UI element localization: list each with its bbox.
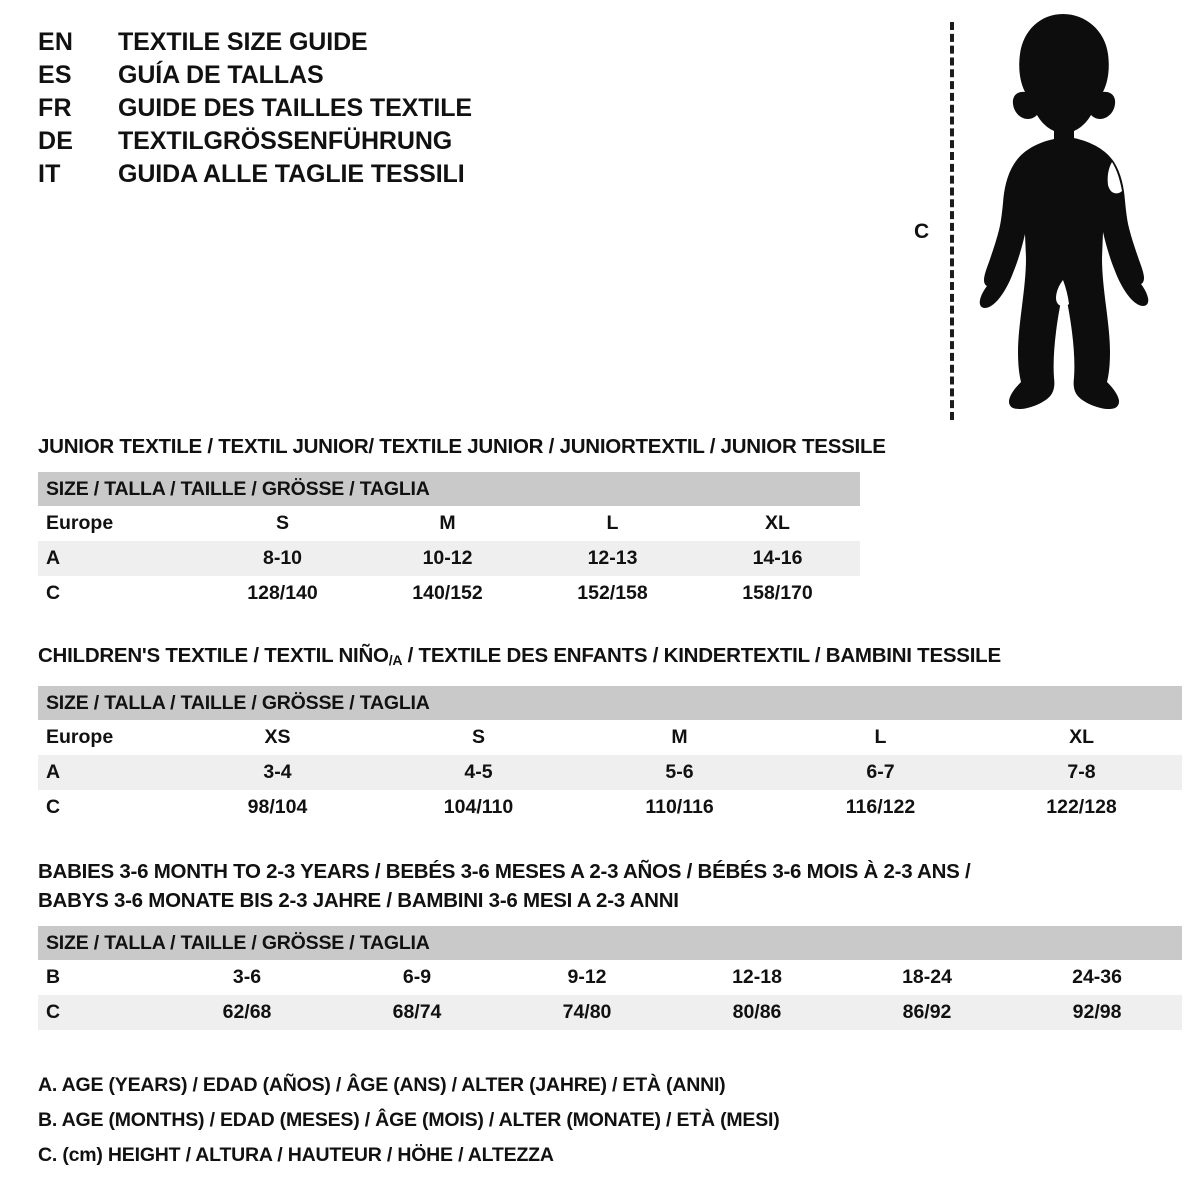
section-title-children-post: / TEXTILE DES ENFANTS / KINDERTEXTIL / B…: [402, 644, 1001, 667]
language-title-de: TEXTILGRÖSSENFÜHRUNG: [118, 127, 453, 155]
children-row-label-a: A: [38, 755, 177, 790]
babies-cell-b-1: 6-9: [332, 960, 502, 995]
children-size-bar-label: SIZE / TALLA / TAILLE / GRÖSSE / TAGLIA: [38, 686, 1183, 720]
babies-cell-b-5: 24-36: [1012, 960, 1183, 995]
junior-cell-europe-0: S: [200, 506, 365, 541]
children-cell-europe-3: L: [780, 720, 981, 755]
children-cell-a-3: 6-7: [780, 755, 981, 790]
babies-size-bar-label: SIZE / TALLA / TAILLE / GRÖSSE / TAGLIA: [38, 926, 1183, 960]
children-cell-c-1: 104/110: [378, 790, 579, 825]
junior-row-label-europe: Europe: [38, 506, 200, 541]
babies-cell-b-2: 9-12: [502, 960, 672, 995]
language-code-en: EN: [38, 28, 74, 56]
children-cell-europe-2: M: [579, 720, 780, 755]
table-row: A 3-4 4-5 5-6 6-7 7-8: [38, 755, 1183, 790]
legend-line-b: B. AGE (MONTHS) / EDAD (MESES) / ÂGE (MO…: [38, 1109, 780, 1131]
children-cell-europe-0: XS: [177, 720, 378, 755]
section-children-textile: CHILDREN'S TEXTILE / TEXTIL NIÑO/A / TEX…: [38, 641, 1183, 825]
table-row: Europe S M L XL: [38, 506, 860, 541]
section-title-babies-line2: BABYS 3-6 MONATE BIS 2-3 JAHRE / BAMBINI…: [38, 889, 679, 912]
language-code-fr: FR: [38, 94, 72, 122]
table-row: C 128/140 140/152 152/158 158/170: [38, 576, 860, 611]
language-code-de: DE: [38, 127, 74, 155]
junior-size-table: SIZE / TALLA / TAILLE / GRÖSSE / TAGLIA …: [38, 472, 860, 611]
babies-size-table: SIZE / TALLA / TAILLE / GRÖSSE / TAGLIA …: [38, 926, 1183, 1030]
children-row-label-europe: Europe: [38, 720, 177, 755]
language-title-it: GUIDA ALLE TAGLIE TESSILI: [118, 160, 465, 188]
language-code-it: IT: [38, 160, 61, 188]
children-cell-c-4: 122/128: [981, 790, 1183, 825]
language-row-it: IT GUIDA ALLE TAGLIE TESSILI: [38, 160, 598, 193]
junior-cell-europe-2: L: [530, 506, 695, 541]
children-cell-a-0: 3-4: [177, 755, 378, 790]
legend-line-a: A. AGE (YEARS) / EDAD (AÑOS) / ÂGE (ANS)…: [38, 1074, 726, 1096]
table-row: B 3-6 6-9 9-12 12-18 18-24 24-36: [38, 960, 1183, 995]
junior-row-label-a: A: [38, 541, 200, 576]
section-title-junior: JUNIOR TEXTILE / TEXTIL JUNIOR/ TEXTILE …: [38, 435, 886, 458]
children-cell-c-2: 110/116: [579, 790, 780, 825]
junior-cell-c-3: 158/170: [695, 576, 860, 611]
measurement-legend: A. AGE (YEARS) / EDAD (AÑOS) / ÂGE (ANS)…: [38, 1068, 780, 1173]
junior-cell-europe-1: M: [365, 506, 530, 541]
height-axis-label: C: [914, 220, 930, 243]
language-code-es: ES: [38, 61, 72, 89]
babies-cell-b-0: 3-6: [162, 960, 332, 995]
children-cell-europe-1: S: [378, 720, 579, 755]
children-cell-a-4: 7-8: [981, 755, 1183, 790]
height-dashed-line: [950, 22, 954, 420]
babies-cell-c-0: 62/68: [162, 995, 332, 1030]
children-cell-c-3: 116/122: [780, 790, 981, 825]
children-cell-europe-4: XL: [981, 720, 1183, 755]
language-row-fr: FR GUIDE DES TAILLES TEXTILE: [38, 94, 598, 127]
section-title-children: CHILDREN'S TEXTILE / TEXTIL NIÑO/A / TEX…: [38, 641, 1182, 675]
toddler-silhouette-icon: [979, 14, 1149, 410]
section-title-children-sub: /A: [388, 652, 403, 668]
language-row-de: DE TEXTILGRÖSSENFÜHRUNG: [38, 127, 598, 160]
babies-row-label-c: C: [38, 995, 162, 1030]
language-header-block: EN TEXTILE SIZE GUIDE ES GUÍA DE TALLAS …: [38, 28, 598, 193]
section-junior-textile: JUNIOR TEXTILE / TEXTIL JUNIOR/ TEXTILE …: [38, 432, 886, 611]
language-row-es: ES GUÍA DE TALLAS: [38, 61, 598, 94]
table-row: C 98/104 104/110 110/116 116/122 122/128: [38, 790, 1183, 825]
children-cell-a-2: 5-6: [579, 755, 780, 790]
children-row-label-c: C: [38, 790, 177, 825]
babies-cell-c-2: 74/80: [502, 995, 672, 1030]
language-title-es: GUÍA DE TALLAS: [118, 61, 324, 89]
junior-size-bar-label: SIZE / TALLA / TAILLE / GRÖSSE / TAGLIA: [38, 472, 860, 506]
section-title-children-pre: CHILDREN'S TEXTILE / TEXTIL NIÑO: [38, 644, 389, 667]
babies-cell-c-1: 68/74: [332, 995, 502, 1030]
legend-line-c: C. (cm) HEIGHT / ALTURA / HAUTEUR / HÖHE…: [38, 1144, 554, 1166]
junior-cell-c-0: 128/140: [200, 576, 365, 611]
junior-cell-a-0: 8-10: [200, 541, 365, 576]
babies-cell-b-3: 12-18: [672, 960, 842, 995]
language-title-en: TEXTILE SIZE GUIDE: [118, 28, 368, 56]
section-title-babies-line1: BABIES 3-6 MONTH TO 2-3 YEARS / BEBÉS 3-…: [38, 860, 971, 883]
language-title-fr: GUIDE DES TAILLES TEXTILE: [118, 94, 473, 122]
babies-row-label-b: B: [38, 960, 162, 995]
babies-cell-c-4: 86/92: [842, 995, 1012, 1030]
children-cell-c-0: 98/104: [177, 790, 378, 825]
junior-cell-a-3: 14-16: [695, 541, 860, 576]
junior-cell-a-1: 10-12: [365, 541, 530, 576]
section-babies-textile: BABIES 3-6 MONTH TO 2-3 YEARS / BEBÉS 3-…: [38, 857, 1183, 1030]
language-row-en: EN TEXTILE SIZE GUIDE: [38, 28, 598, 61]
table-row: Europe XS S M L XL: [38, 720, 1183, 755]
children-size-table: SIZE / TALLA / TAILLE / GRÖSSE / TAGLIA …: [38, 686, 1183, 825]
children-cell-a-1: 4-5: [378, 755, 579, 790]
children-size-bar-row: SIZE / TALLA / TAILLE / GRÖSSE / TAGLIA: [38, 686, 1183, 720]
babies-cell-b-4: 18-24: [842, 960, 1012, 995]
babies-cell-c-5: 92/98: [1012, 995, 1183, 1030]
table-row: C 62/68 68/74 74/80 80/86 86/92 92/98: [38, 995, 1183, 1030]
babies-cell-c-3: 80/86: [672, 995, 842, 1030]
height-measurement-figure: C: [900, 8, 1190, 428]
junior-size-bar-row: SIZE / TALLA / TAILLE / GRÖSSE / TAGLIA: [38, 472, 860, 506]
junior-cell-europe-3: XL: [695, 506, 860, 541]
junior-cell-c-2: 152/158: [530, 576, 695, 611]
table-row: A 8-10 10-12 12-13 14-16: [38, 541, 860, 576]
babies-size-bar-row: SIZE / TALLA / TAILLE / GRÖSSE / TAGLIA: [38, 926, 1183, 960]
junior-row-label-c: C: [38, 576, 200, 611]
junior-cell-c-1: 140/152: [365, 576, 530, 611]
junior-cell-a-2: 12-13: [530, 541, 695, 576]
